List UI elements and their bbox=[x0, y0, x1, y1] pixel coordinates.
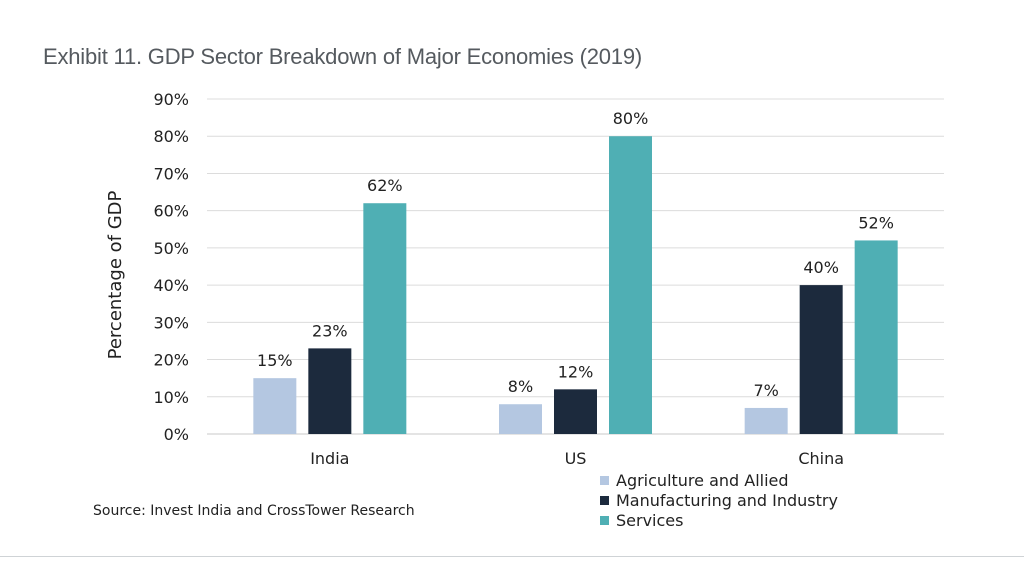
x-tick-labels: India US China bbox=[310, 449, 844, 468]
y-tick-label: 0% bbox=[164, 425, 189, 444]
bar bbox=[799, 285, 843, 434]
y-tick-labels: 0% 10% 20% 30% 40% 50% 60% 70% 80% 90% bbox=[153, 90, 189, 444]
bar bbox=[744, 407, 788, 434]
x-tick-label: India bbox=[310, 449, 349, 468]
y-tick-label: 90% bbox=[153, 90, 189, 109]
data-labels: 15% 23% 62% 8% 12% 80% 7% 40% 52% bbox=[257, 109, 894, 400]
data-label: 15% bbox=[257, 351, 293, 370]
data-label: 8% bbox=[508, 377, 533, 396]
y-tick-label: 60% bbox=[153, 202, 189, 221]
chart-title: Exhibit 11. GDP Sector Breakdown of Majo… bbox=[43, 44, 642, 69]
y-tick-label: 40% bbox=[153, 276, 189, 295]
bar bbox=[609, 136, 652, 434]
legend-item: Manufacturing and Industry bbox=[600, 490, 838, 510]
legend-swatch bbox=[600, 515, 609, 525]
y-tick-label: 10% bbox=[153, 388, 189, 407]
y-tick-label: 20% bbox=[153, 351, 189, 370]
bar bbox=[854, 240, 898, 434]
y-tick-label: 50% bbox=[153, 239, 189, 258]
legend-label: Agriculture and Allied bbox=[616, 470, 789, 490]
bars bbox=[253, 136, 898, 434]
data-label: 62% bbox=[367, 176, 403, 195]
data-label: 40% bbox=[803, 258, 839, 277]
x-tick-label: US bbox=[565, 449, 587, 468]
legend-swatch bbox=[600, 495, 609, 505]
legend-label: Services bbox=[616, 510, 684, 530]
legend-item: Agriculture and Allied bbox=[600, 470, 838, 490]
bar bbox=[308, 348, 352, 434]
legend-swatch bbox=[600, 475, 609, 485]
data-label: 80% bbox=[613, 109, 649, 128]
bar bbox=[253, 378, 297, 434]
bottom-divider bbox=[0, 556, 1024, 557]
y-axis-label: Percentage of GDP bbox=[105, 190, 126, 359]
bar bbox=[499, 404, 542, 434]
y-tick-label: 70% bbox=[153, 164, 189, 183]
data-label: 7% bbox=[753, 381, 778, 400]
x-tick-label: China bbox=[798, 449, 844, 468]
y-tick-label: 80% bbox=[153, 127, 189, 146]
data-label: 12% bbox=[558, 362, 594, 381]
bar bbox=[363, 203, 407, 434]
legend-label: Manufacturing and Industry bbox=[616, 490, 838, 510]
data-label: 23% bbox=[312, 321, 348, 340]
legend-item: Services bbox=[600, 510, 838, 530]
source-note: Source: Invest India and CrossTower Rese… bbox=[93, 503, 415, 519]
y-tick-label: 30% bbox=[153, 313, 189, 332]
bar bbox=[554, 389, 597, 434]
legend: Agriculture and Allied Manufacturing and … bbox=[600, 470, 838, 530]
data-label: 52% bbox=[858, 213, 894, 232]
